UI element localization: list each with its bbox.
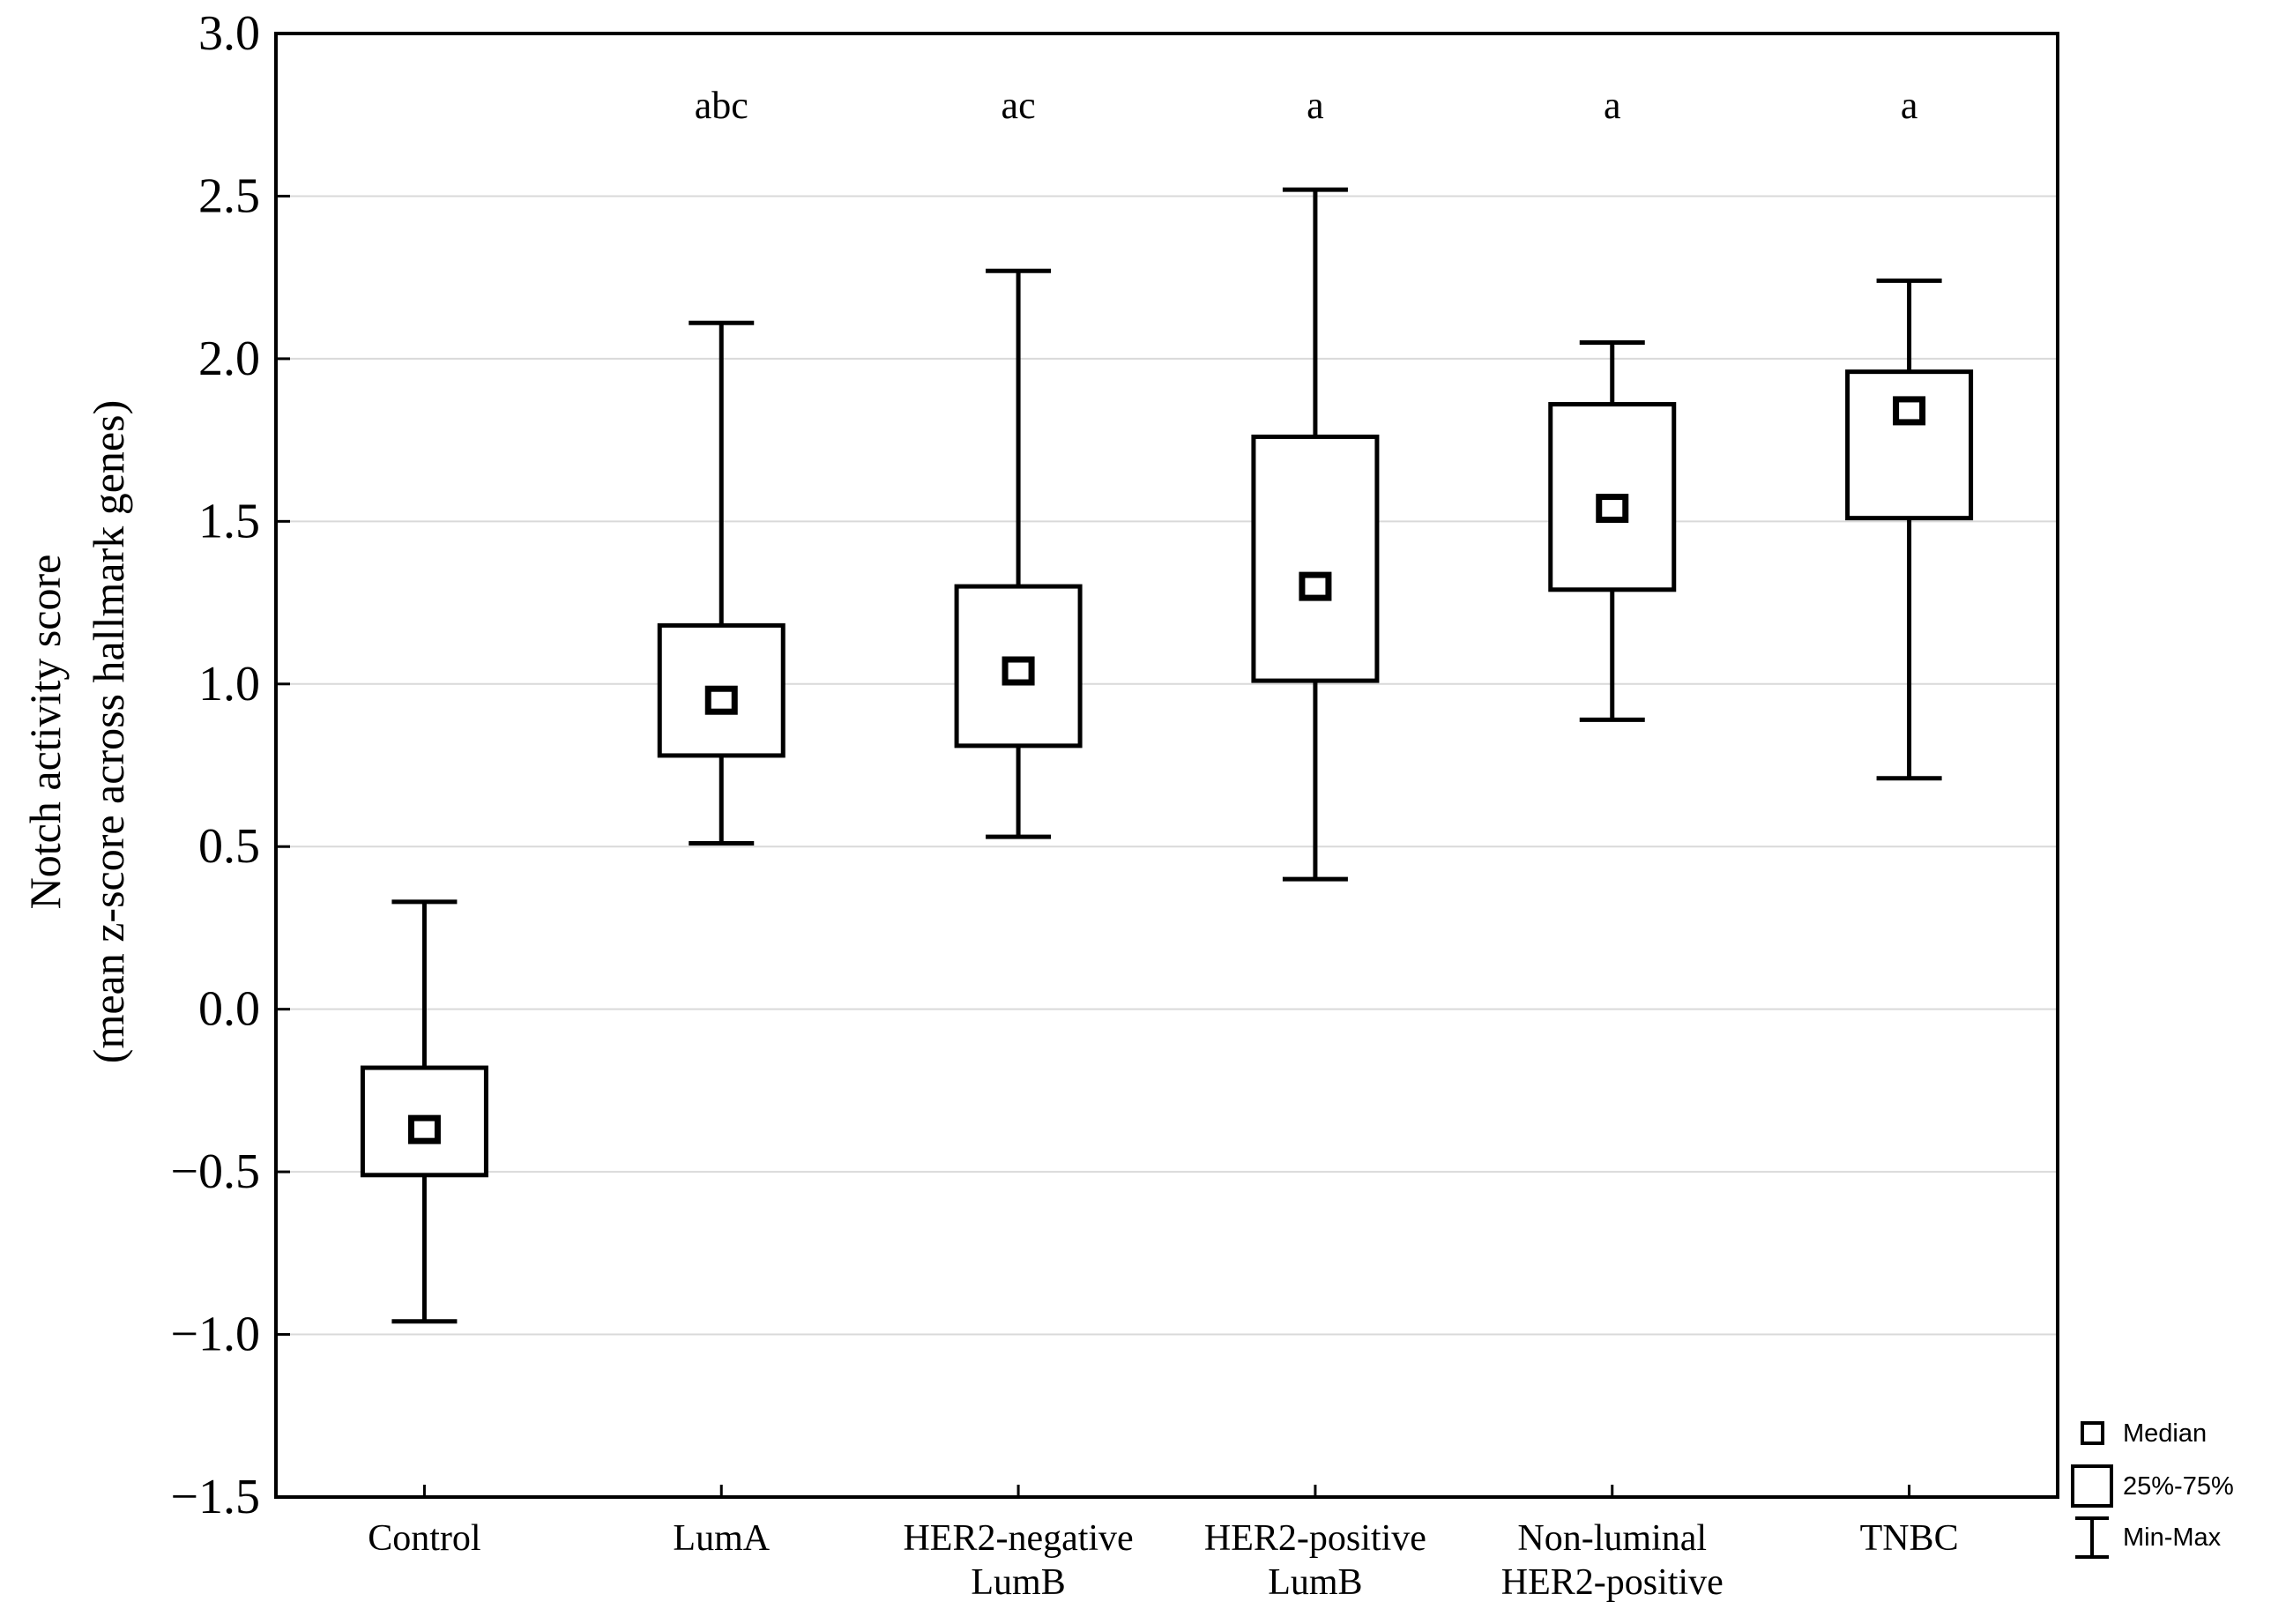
y-tick-label: 3.0 [198,6,260,61]
category-label-5: TNBC [1860,1518,1959,1559]
significance-letter-2: ac [1001,84,1036,127]
median-marker [1596,494,1629,524]
y-axis-title-line2: (mean z-score across hallmark genes) [84,400,133,1063]
category-label-2: HER2-negative LumB [903,1518,1133,1603]
x-category-labels-layer: Control LumA HER2-negative LumB HER2-positiv… [368,1518,1958,1603]
iqr-box [1845,369,1974,521]
y-tick-label: −0.5 [170,1144,260,1199]
y-tick-label: 2.5 [198,168,260,223]
box-group-4 [1548,339,1677,722]
y-tick-label: 1.5 [198,494,260,548]
legend-minmax-label: Min-Max [2123,1523,2222,1552]
y-tick-labels-layer: 3.0 2.5 2.0 1.5 1.0 0.5 0.0 −0.5 −1.0 −1.5 [170,6,260,1524]
significance-letters-layer: abc ac a a a [695,84,1918,127]
legend-median-square-icon [2081,1421,2104,1445]
median-marker [1001,656,1035,686]
legend-iqr-label: 25%-75% [2123,1472,2234,1501]
box-group-1 [657,320,786,846]
x-ticks-layer [422,1485,1911,1497]
box-group-3 [1251,187,1380,882]
gridlines-layer [276,33,2058,1498]
median-marker [1893,396,1926,426]
category-label-4: Non-luminal HER2-positive [1501,1518,1724,1603]
legend-minmax-whisker-icon [2075,1516,2109,1559]
y-tick-label: 0.0 [198,982,260,1037]
y-tick-label: 2.0 [198,332,260,386]
median-marker [1299,571,1332,601]
y-axis-title-line1: Notch activity score [20,555,70,910]
legend: Median 25%-75% Min-Max [2071,1419,2234,1559]
y-tick-label: 0.5 [198,819,260,874]
category-label-3: HER2-positive LumB [1204,1518,1426,1603]
significance-letter-3: a [1307,84,1324,127]
y-tick-label: −1.0 [170,1307,260,1362]
box-group-5 [1845,278,1974,781]
plot-border [274,32,2059,1499]
legend-median-label: Median [2123,1419,2207,1448]
median-marker [407,1114,441,1144]
significance-letter-4: a [1604,84,1621,127]
legend-iqr-box-icon [2071,1464,2113,1508]
y-ticks-layer [276,32,290,1499]
y-tick-label: 1.0 [198,657,260,711]
box-group-2 [954,268,1083,839]
plot-frame-layer [274,32,2059,1499]
category-label-0: Control [368,1518,480,1559]
median-marker [704,685,738,715]
boxes-layer [360,187,1974,1324]
y-tick-label: −1.5 [170,1470,260,1524]
box-group-0 [360,899,488,1324]
category-label-1: LumA [673,1518,770,1559]
significance-letter-1: abc [695,84,748,127]
y-axis-title: Notch activity score (mean z-score acros… [20,400,133,1063]
iqr-box [1251,434,1380,683]
significance-letter-5: a [1901,84,1918,127]
